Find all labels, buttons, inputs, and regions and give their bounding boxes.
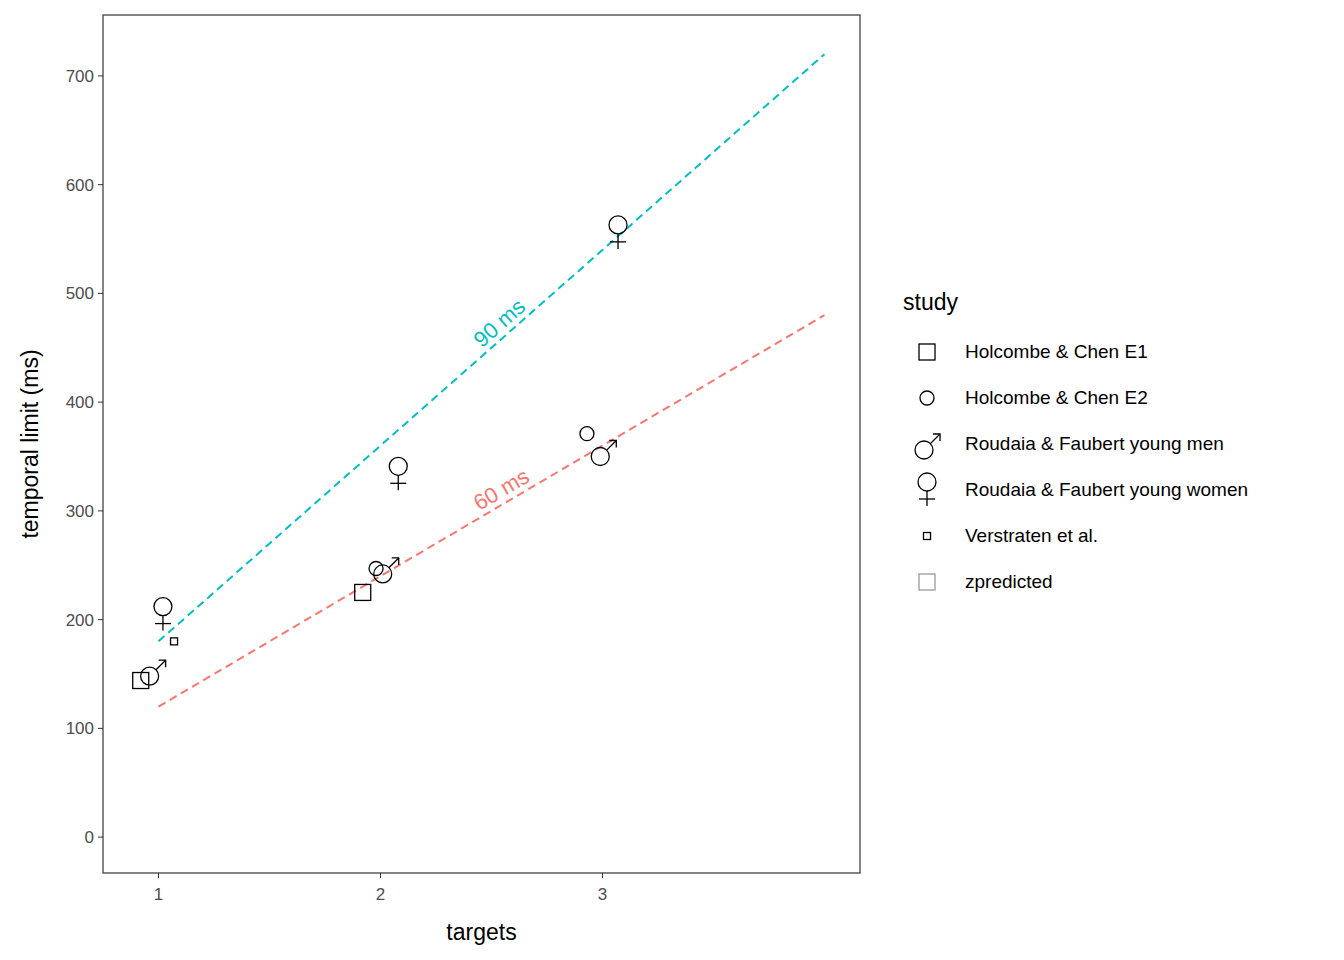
marker-part	[389, 457, 407, 475]
legend-key	[915, 434, 940, 459]
data-point	[580, 427, 594, 441]
marker-part	[580, 427, 594, 441]
marker-part	[141, 667, 159, 685]
legend-label: Roudaia & Faubert young women	[965, 479, 1248, 500]
marker-part	[920, 391, 934, 405]
marker-part	[919, 574, 935, 590]
data-point	[374, 558, 399, 583]
marker-part	[609, 441, 616, 448]
plot-frame	[103, 15, 860, 873]
marker-part	[610, 241, 626, 242]
legend-entry: Holcombe & Chen E1	[919, 341, 1148, 362]
marker-part	[919, 344, 935, 360]
y-tick-label: 400	[66, 393, 94, 412]
legend-entry: zpredicted	[919, 571, 1053, 592]
y-tick-label: 0	[85, 828, 94, 847]
legend-key	[924, 533, 931, 540]
data-point	[609, 216, 627, 249]
legend-entry: Verstraten et al.	[924, 525, 1099, 546]
legend-key	[920, 391, 934, 405]
y-tick	[98, 293, 103, 294]
x-axis-title: targets	[446, 919, 516, 945]
marker-part	[154, 598, 172, 616]
reference-line	[158, 315, 824, 706]
marker-part	[171, 638, 178, 645]
marker-part	[930, 434, 940, 444]
y-tick-label: 300	[66, 502, 94, 521]
plot-background	[103, 15, 860, 873]
legend-key	[918, 473, 936, 506]
marker-part	[156, 660, 166, 670]
y-tick-label: 100	[66, 719, 94, 738]
marker-part	[374, 565, 392, 583]
marker-part	[919, 498, 935, 499]
legend-label: Holcombe & Chen E2	[965, 387, 1148, 408]
legend-label: Roudaia & Faubert young men	[965, 433, 1224, 454]
x-tick	[380, 873, 381, 878]
marker-part	[389, 558, 399, 568]
y-tick-label: 600	[66, 176, 94, 195]
y-tick-label: 500	[66, 284, 94, 303]
marker-part	[933, 434, 940, 441]
y-tick-label: 200	[66, 611, 94, 630]
x-tick	[158, 873, 159, 878]
y-tick	[98, 619, 103, 620]
legend-entry: Roudaia & Faubert young women	[918, 473, 1248, 506]
marker-part	[915, 441, 933, 459]
marker-part	[392, 558, 399, 565]
y-tick	[98, 75, 103, 76]
data-point	[591, 441, 616, 466]
y-tick	[98, 184, 103, 185]
marker-part	[355, 584, 371, 600]
marker-part	[924, 533, 931, 540]
data-point	[389, 457, 407, 490]
marker-part	[159, 660, 166, 667]
data-point	[171, 638, 178, 645]
legend-label: Holcombe & Chen E1	[965, 341, 1148, 362]
legend-label: zpredicted	[965, 571, 1053, 592]
chart: 0 100 200 300 400 500 600 700 1 2 3 targets temporal…	[0, 0, 1344, 960]
legend-key	[919, 574, 935, 590]
y-tick	[98, 728, 103, 729]
marker-part	[918, 473, 936, 491]
data-point	[154, 598, 172, 631]
plot-area	[133, 54, 825, 706]
y-tick	[98, 402, 103, 403]
x-tick-label: 1	[154, 885, 163, 904]
marker-part	[607, 441, 617, 451]
marker-part	[390, 483, 406, 484]
marker-part	[155, 623, 171, 624]
x-tick-label: 3	[598, 885, 607, 904]
y-axis-title: temporal limit (ms)	[17, 349, 43, 538]
x-tick-label: 2	[376, 885, 385, 904]
x-tick	[602, 873, 603, 878]
y-tick	[98, 837, 103, 838]
legend-key	[919, 344, 935, 360]
y-tick-label: 700	[66, 67, 94, 86]
reference-line	[158, 54, 824, 641]
legend-title: study	[903, 289, 958, 315]
line-label: 90 ms	[468, 294, 529, 352]
data-point	[355, 584, 371, 600]
legend-entry: Holcombe & Chen E2	[920, 387, 1148, 408]
marker-part	[609, 216, 627, 234]
line-label: 60 ms	[469, 463, 533, 515]
legend-label: Verstraten et al.	[965, 525, 1098, 546]
data-point	[141, 660, 166, 685]
marker-part	[591, 448, 609, 466]
y-tick	[98, 510, 103, 511]
legend-entry: Roudaia & Faubert young men	[915, 433, 1224, 459]
